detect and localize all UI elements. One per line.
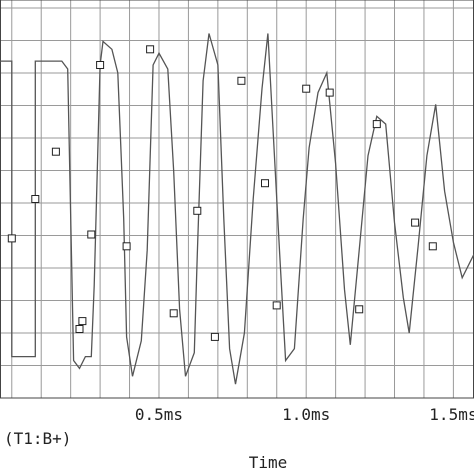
- series-marker: [210, 332, 219, 341]
- series-marker: [302, 84, 311, 93]
- series-marker: [146, 45, 155, 54]
- series-line-t1-bplus: [0, 33, 474, 385]
- x-axis-ticks: 0.5ms 1.0ms 1.5ms: [135, 405, 474, 424]
- series-markers: [7, 45, 437, 341]
- series-marker: [193, 206, 202, 215]
- x-axis-label: Time: [249, 453, 288, 472]
- series-marker: [87, 230, 96, 239]
- series-marker: [7, 234, 16, 243]
- series-marker: [325, 88, 334, 97]
- series-marker: [78, 317, 87, 326]
- series-marker: [372, 120, 381, 129]
- x-tick-label: 1.5ms: [429, 405, 474, 424]
- series-marker: [355, 305, 364, 314]
- series-marker: [31, 195, 40, 203]
- legend-entry-t1-bplus: (T1:B+): [4, 429, 71, 448]
- series-marker: [272, 301, 281, 310]
- series-marker: [51, 147, 60, 156]
- grid: [0, 0, 474, 399]
- series-marker: [96, 61, 105, 69]
- series-marker: [428, 242, 437, 251]
- series-marker: [237, 76, 246, 85]
- series-marker: [122, 242, 131, 251]
- series-marker: [169, 309, 178, 318]
- series-marker: [411, 218, 420, 227]
- x-tick-label: 1.0ms: [282, 405, 330, 424]
- series-marker: [261, 179, 269, 188]
- series-marker: [75, 325, 84, 333]
- plot-border: [0, 0, 474, 399]
- x-tick-label: 0.5ms: [135, 405, 183, 424]
